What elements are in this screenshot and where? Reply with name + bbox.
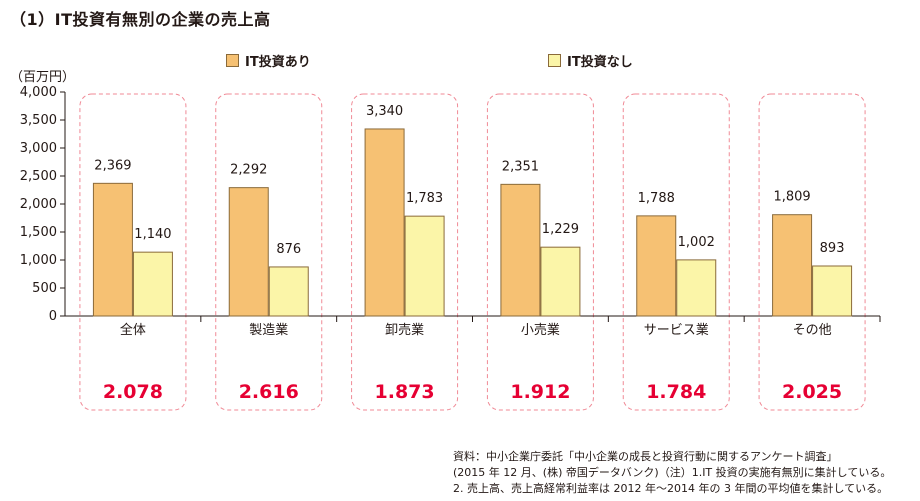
highlight-box	[758, 93, 866, 411]
y-tick-label: 1,500	[20, 225, 57, 240]
legend-swatch-with-it	[226, 53, 239, 67]
bar-with-it	[636, 215, 677, 317]
bar-without-it	[132, 251, 173, 317]
legend-label-without-it: IT投資なし	[567, 54, 633, 70]
y-tick-label: 500	[32, 281, 57, 296]
data-label-with-it: 2,292	[230, 163, 267, 178]
data-label-without-it: 1,140	[134, 227, 171, 242]
bar-with-it	[92, 182, 133, 317]
source-note: 資料：中小企業庁委託「中小企業の成長と投資行動に関するアンケート調査」 (201…	[453, 449, 891, 497]
category-label: その他	[793, 323, 832, 338]
bar-without-it	[676, 259, 717, 317]
bar-with-it	[228, 187, 269, 317]
legend-item-without-it: IT投資なし	[548, 50, 633, 70]
y-tick-label: 1,000	[20, 253, 57, 268]
category-label: 卸売業	[385, 322, 424, 338]
data-label-without-it: 1,783	[406, 191, 443, 206]
ratio-value: 2.078	[103, 381, 163, 403]
legend-swatch-without-it	[548, 53, 561, 67]
y-tick-label: 3,500	[20, 113, 57, 128]
data-label-with-it: 2,369	[94, 158, 131, 173]
highlight-box	[486, 93, 594, 411]
y-axis-unit-label: （百万円）	[10, 70, 76, 85]
legend-label-with-it: IT投資あり	[245, 54, 311, 70]
highlight-box	[79, 93, 187, 411]
chart-title: （1）IT投資有無別の企業の売上高	[10, 10, 271, 29]
highlight-box	[351, 93, 459, 411]
bar-without-it	[268, 266, 309, 317]
category-label: 製造業	[249, 322, 288, 338]
y-tick-label: 0	[49, 309, 57, 324]
data-label-with-it: 1,788	[638, 191, 675, 206]
source-line-1: 資料：中小企業庁委託「中小企業の成長と投資行動に関するアンケート調査」	[453, 450, 838, 463]
bar-with-it	[772, 214, 813, 317]
source-line-2: (2015 年 12 月、(株) 帝国データバンク)（注）1.IT 投資の実施有…	[453, 466, 892, 479]
data-label-without-it: 1,229	[542, 222, 579, 237]
highlight-box	[622, 93, 730, 411]
ratio-value: 2.025	[782, 381, 842, 403]
bar-without-it	[812, 265, 853, 317]
category-label: 全体	[120, 322, 146, 338]
data-label-without-it: 876	[276, 242, 301, 257]
data-label-without-it: 893	[820, 241, 845, 256]
y-tick-label: 3,000	[20, 141, 57, 156]
bar-with-it	[364, 128, 405, 317]
bar-with-it	[500, 183, 541, 317]
bar-without-it	[540, 246, 581, 317]
source-line-3: 2. 売上高、売上高経常利益率は 2012 年～2014 年の 3 年間の平均値…	[453, 482, 889, 495]
highlight-box	[215, 93, 323, 411]
data-label-with-it: 3,340	[366, 104, 403, 119]
data-label-without-it: 1,002	[678, 235, 715, 250]
data-label-with-it: 2,351	[502, 159, 539, 174]
y-tick-label: 4,000	[20, 85, 57, 100]
y-tick-label: 2,000	[20, 197, 57, 212]
y-tick-label: 2,500	[20, 169, 57, 184]
ratio-value: 1.912	[510, 381, 570, 403]
ratio-value: 2.616	[239, 381, 299, 403]
ratio-value: 1.784	[646, 381, 706, 403]
category-label: 小売業	[521, 322, 560, 338]
category-label: サービス業	[644, 322, 709, 338]
ratio-value: 1.873	[375, 381, 435, 403]
bar-chart: 0 500 1,000 1,500 2,000 2,500 3,000 3,500 4,000 2…	[20, 85, 881, 411]
data-label-with-it: 1,809	[773, 190, 810, 205]
legend-item-with-it: IT投資あり	[226, 50, 311, 70]
bar-without-it	[404, 215, 445, 317]
